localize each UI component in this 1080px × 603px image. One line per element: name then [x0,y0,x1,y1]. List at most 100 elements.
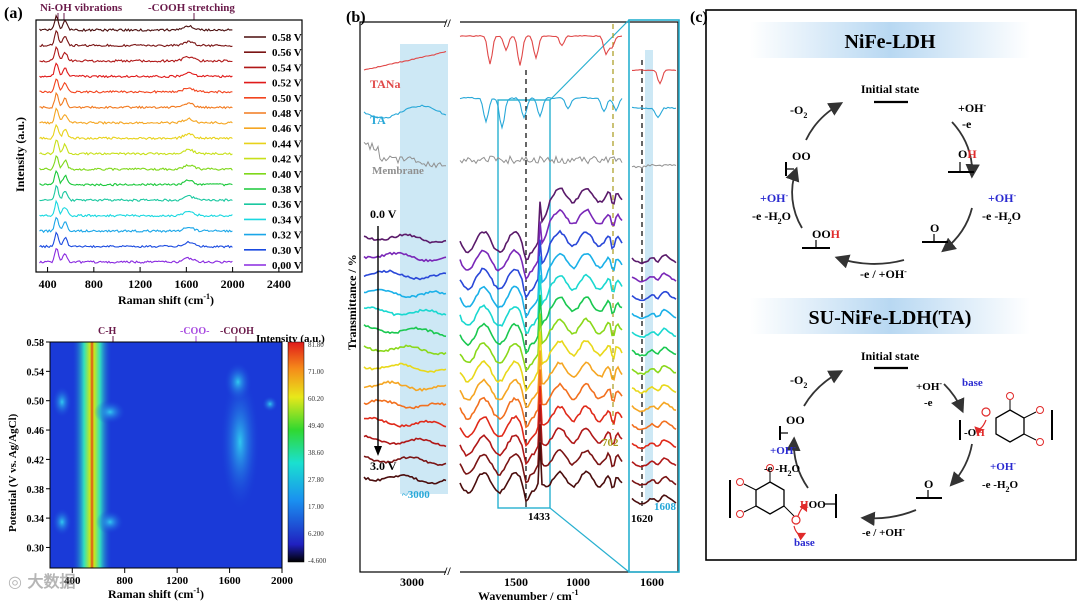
colorbar-tick-label: 49.40 [308,422,324,430]
colorbar-tick-label: -4.600 [308,557,327,565]
band-3000 [400,44,448,494]
zoom-box-left [497,99,551,509]
ta-spectrum [363,104,447,119]
c2-o: O [924,477,933,491]
c2-arrow-5 [803,370,844,407]
colorbar-tick-label: 60.20 [308,395,324,403]
ftir-voltage-curve [631,457,677,468]
tana-spectrum [632,69,677,85]
raman-curve [39,184,233,203]
c2-step4a: +OH- [770,443,796,457]
heatmap-x-tick-label: 800 [116,575,133,587]
heatmap-y-tick-label: 0.50 [27,397,45,408]
heatmap-y-tick-label: 0.34 [27,514,45,525]
ftir-voltage-curve [631,308,677,320]
heatmap-y-tick-label: 0.42 [27,455,45,466]
peak-label-3000: ~3000 [402,489,430,501]
legend-label: 0.46 V [272,123,302,135]
ftir-voltage-curve [631,439,677,450]
legend-label: 0.34 V [272,214,302,226]
c1-step4b: -e -H2O [752,209,791,226]
ftir-voltage-curve [631,254,677,265]
ftir-xtick-1600: 1600 [640,575,664,589]
heatmap-field [50,342,282,568]
legend-label: 0.50 V [272,93,302,105]
raman-curve [39,107,233,125]
c1-initial-state: Initial state [861,82,920,96]
ftir-chart: (b) // // TANa TA Membrane 0.0 V 3.0 V ~… [345,9,680,603]
title-su-nifeldh: SU-NiFe-LDH(TA) [809,307,972,329]
ftir-voltage-curve [631,364,676,376]
ftir-voltage-curve [631,475,677,486]
heatmap-y-tick-label: 0.30 [27,543,45,554]
ftir-xtick-1000: 1000 [566,575,590,589]
label-membrane: Membrane [372,165,424,177]
legend-label: 0.00 V [272,260,302,272]
ftir-voltage-curve [631,494,677,505]
zoom-box-right [628,19,680,573]
ftir-voltage-curve [631,401,677,413]
raman-legend: 0.58 V 0.56 V 0.54 V 0.52 V 0.50 V 0.48 V 0.46… [244,32,302,272]
colorbar-tick-label: 27.80 [308,476,324,484]
legend-label: 0.44 V [272,138,302,150]
raman-curve [39,45,233,63]
ta-spectrum [631,106,677,119]
raman-tick-label: 400 [39,277,57,291]
axis-break-top-mask [446,16,460,28]
watermark: ◎ 大数据 [8,572,76,591]
raman-plot-frame [35,19,303,273]
c2-oo: OO [786,413,805,427]
heatmap-x-tick-label: 1600 [219,575,242,587]
c1-step2a: +OH- [988,191,1017,205]
ftir-voltage-curve [459,252,623,319]
legend-label: 0.52 V [272,78,302,90]
raman-tick-label: 2400 [267,277,291,291]
ftir-x-label: Wavenumber / cm-1 [478,588,578,603]
colorbar-tick-label: 17.00 [308,503,324,511]
ftir-y-label: Transmittance / % [345,254,359,350]
tana-spectrum [459,35,623,66]
axis-break-bottom: // [443,564,451,578]
c2-initial-state: Initial state [861,349,920,363]
band-1608 [645,50,653,500]
title1-bg [750,22,1030,58]
ftir-voltage-curve [631,420,677,431]
legend-label: 0.56 V [272,47,302,59]
heatmap-y-tick-label: 0.54 [27,367,45,378]
label-voltage-end: 3.0 V [370,459,397,473]
ftir-voltage-curve [459,294,623,355]
c1-step1b: -e [962,117,972,131]
c1-step2b: -e -H2O [982,209,1021,226]
c2-arrow-4 [786,436,809,489]
ftir-voltage-curve [459,442,623,503]
title2-bg [750,298,1030,334]
peak-label-1433: 1433 [528,511,551,523]
c2-step2b: -e -H2O [982,479,1019,494]
c1-oo: OO [792,149,811,163]
c1-step1a: +OH- [958,101,987,115]
heatmap-annotation-ch: C-H [98,326,117,337]
ftir-voltage-curve [459,350,623,408]
c2-step1b: -e [924,397,933,409]
heatmap-x-tick-label: 2000 [271,575,294,587]
legend-label: 0.48 V [272,108,302,120]
peak-label-1608: 1608 [654,501,677,513]
panel-label-a: (a) [4,5,23,22]
cycle1: Initial state -O2 +OH- -e OH +OH- -e -H2… [752,82,1021,281]
c2-arrow-2 [949,443,973,487]
c2-step2a: +OH- [990,459,1016,473]
c2-arrow-3 [860,509,917,527]
heatmap-y-tick-label: 0.38 [27,485,45,496]
c1-arrow-3 [834,254,905,269]
membrane-spectrum [363,141,446,169]
heatmap-y-ticks: 0.58 0.54 0.50 0.46 0.42 0.38 0.34 0.30 [27,338,50,554]
colorbar-tick-label: 71.00 [308,368,324,376]
c2-base-1: base [962,377,983,389]
ftir-voltage-curve [459,313,623,372]
raman-y-label: Intensity (a.u.) [13,117,27,192]
heatmap-x-label: Raman shift (cm-1) [108,586,204,601]
colorbar-tick-label: 6.200 [308,530,324,538]
c1-ooh: OOH [812,227,841,241]
ftir-voltage-curve [363,455,447,467]
ta-spectrum [459,96,623,130]
